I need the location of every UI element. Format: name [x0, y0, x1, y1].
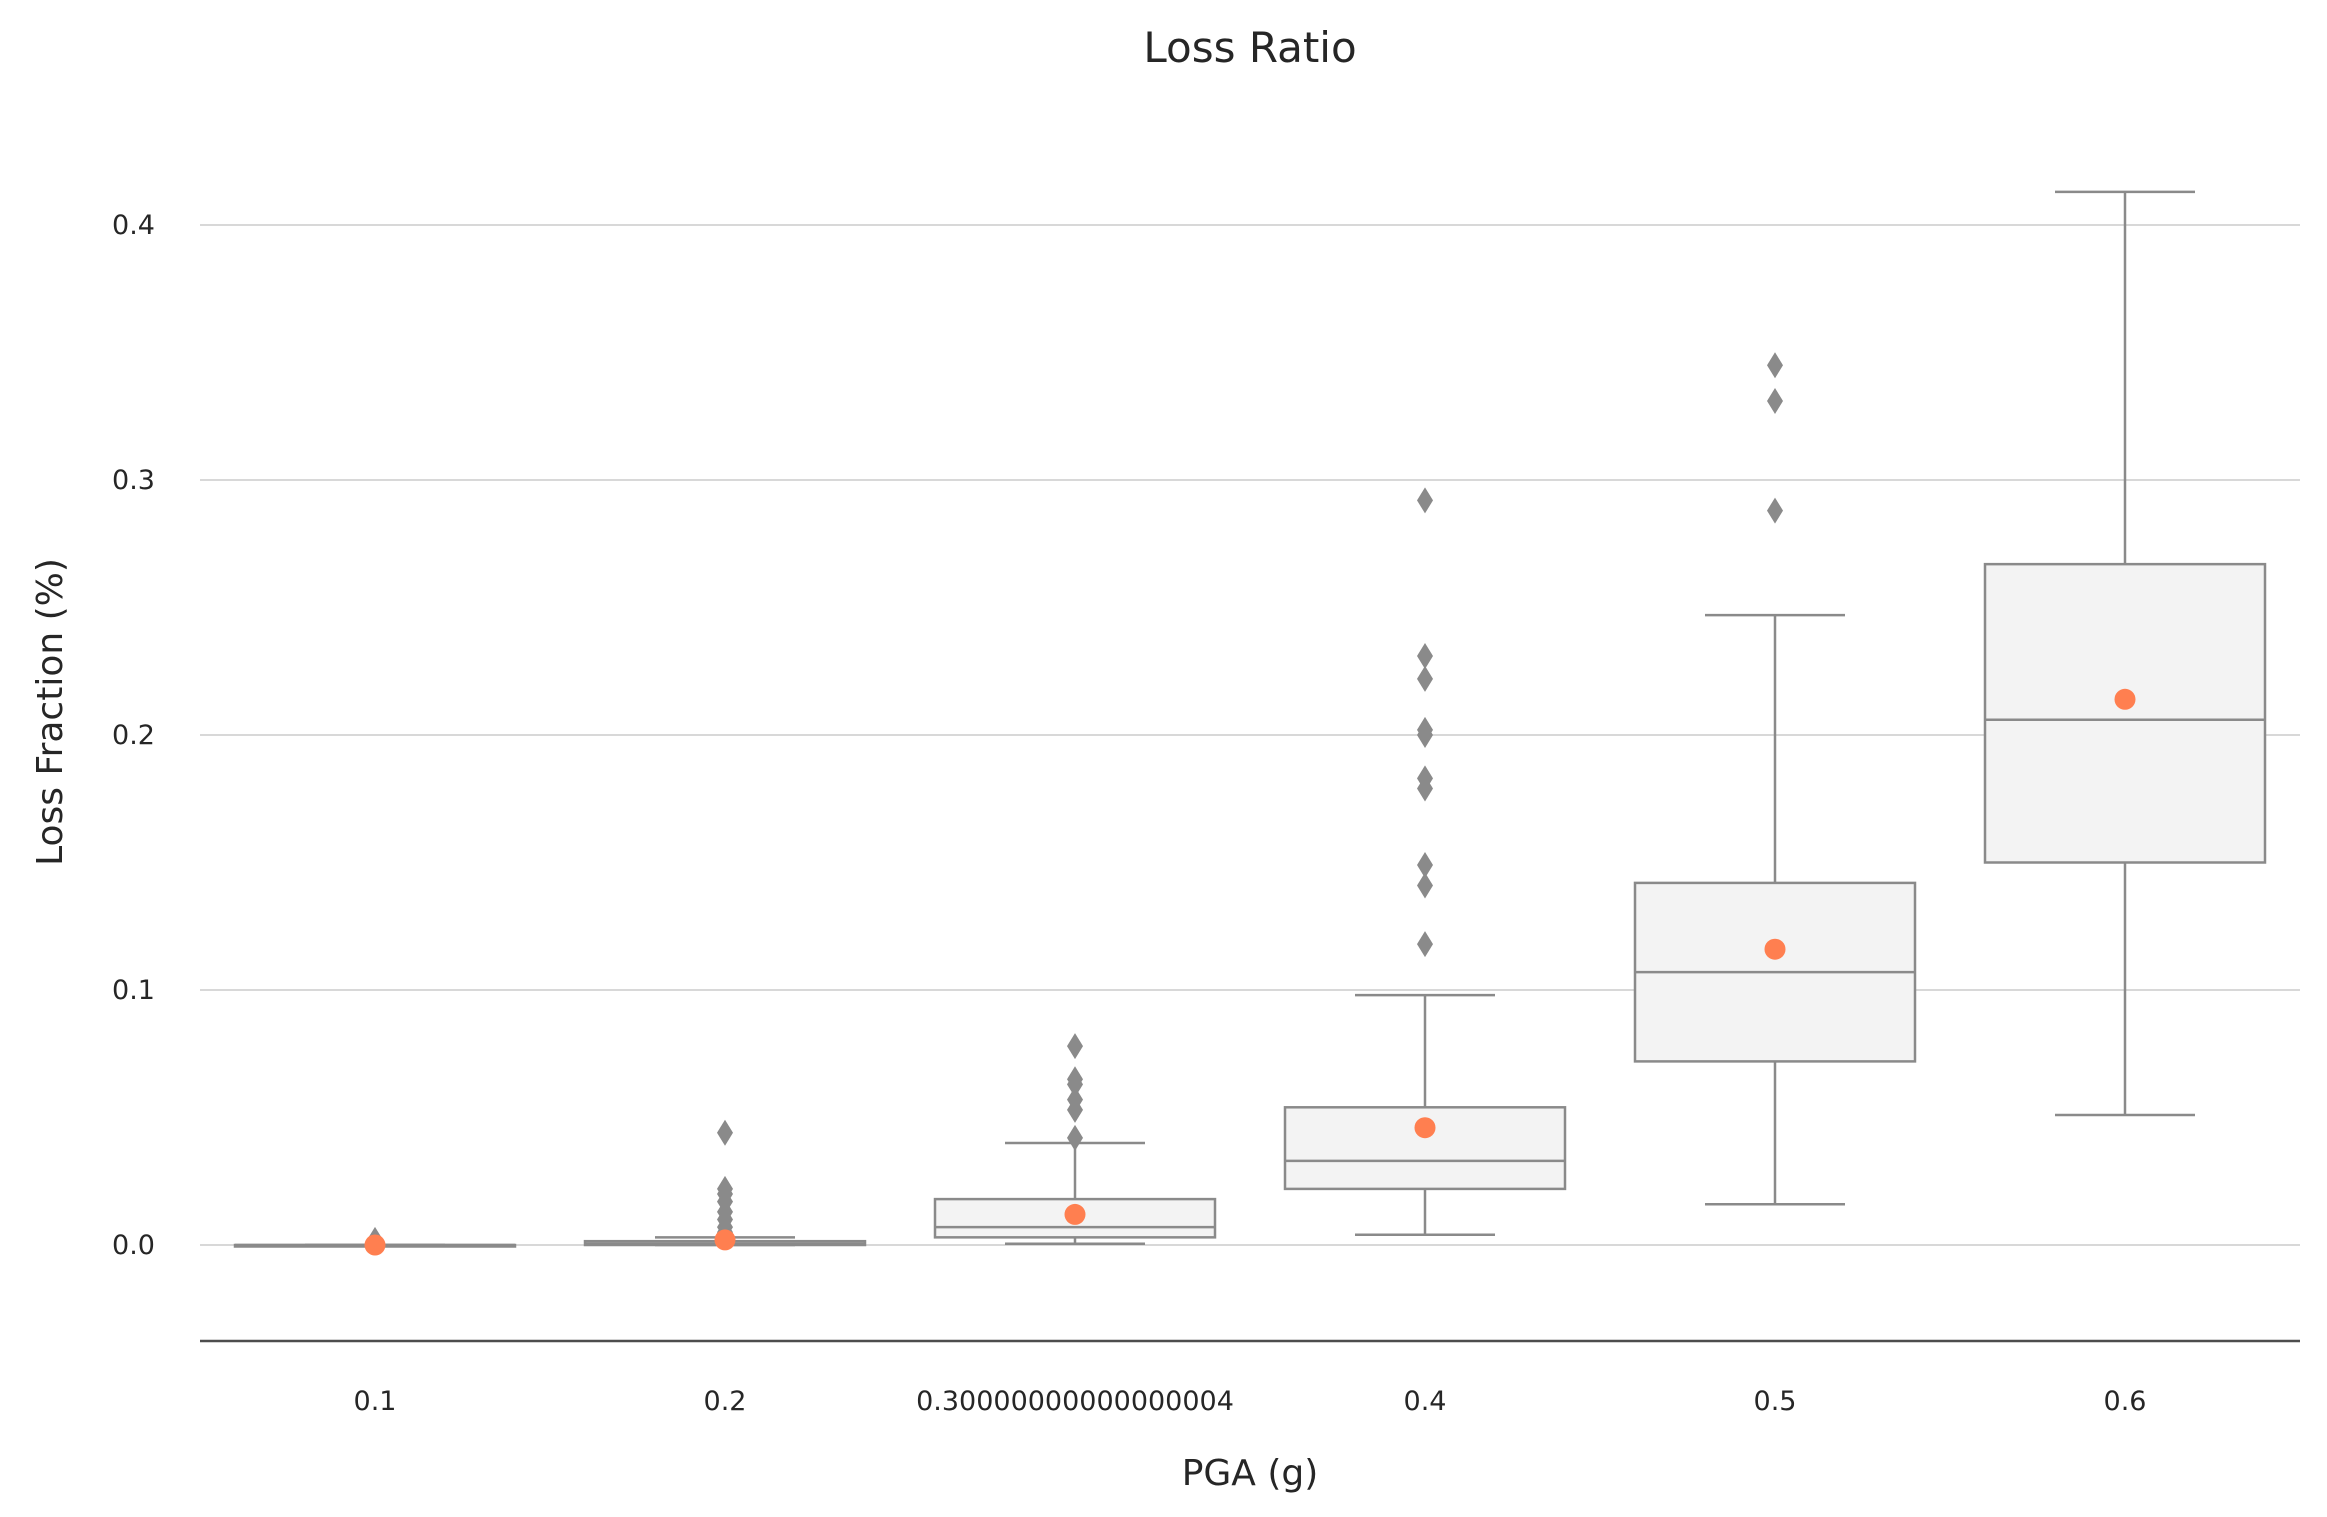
outlier-marker	[1417, 852, 1433, 879]
boxes	[233, 190, 2267, 1256]
mean-marker	[1764, 938, 1786, 960]
box-group	[1633, 352, 1917, 1206]
outlier-marker	[1417, 931, 1433, 958]
outlier-marker	[1067, 1124, 1083, 1151]
outlier-marker	[717, 1119, 733, 1146]
outlier-marker	[1767, 352, 1783, 379]
outlier-marker	[1417, 665, 1433, 692]
outlier-marker	[1767, 497, 1783, 524]
x-axis-label: PGA (g)	[1182, 1453, 1319, 1494]
outlier-marker	[1767, 387, 1783, 414]
box-group	[1983, 190, 2267, 1117]
outlier-marker	[1067, 1086, 1083, 1113]
x-tick-label: 0.30000000000000004	[916, 1386, 1234, 1417]
mean-marker	[364, 1234, 386, 1256]
y-axis-label: Loss Fraction (%)	[30, 558, 71, 866]
outlier-marker	[1417, 716, 1433, 743]
y-tick-label: 0.3	[112, 465, 155, 496]
y-tick-label: 0.2	[112, 720, 155, 751]
mean-marker	[714, 1229, 736, 1251]
outlier-marker	[717, 1175, 733, 1202]
y-gridlines	[200, 224, 2300, 1246]
x-tick-labels: 0.1 0.2 0.30000000000000004 0.4 0.5 0.6	[354, 1386, 2147, 1417]
mean-marker	[2114, 688, 2136, 710]
y-tick-label: 0.4	[112, 210, 155, 241]
box-group	[583, 1119, 867, 1251]
y-tick-labels: 0.0 0.1 0.2 0.3 0.4	[112, 210, 155, 1261]
mean-marker	[1064, 1203, 1086, 1225]
x-tick-label: 0.4	[1404, 1386, 1447, 1417]
x-tick-label: 0.2	[704, 1386, 747, 1417]
outlier-marker	[1417, 642, 1433, 669]
mean-marker	[1414, 1117, 1436, 1139]
outlier-marker	[1417, 765, 1433, 792]
box-group	[1283, 487, 1567, 1237]
outlier-marker	[1067, 1066, 1083, 1093]
outlier-marker	[1417, 872, 1433, 899]
chart-title: Loss Ratio	[1143, 23, 1356, 72]
y-tick-label: 0.0	[112, 1230, 155, 1261]
iqr-box	[1983, 562, 2267, 864]
x-tick-label: 0.1	[354, 1386, 397, 1417]
box-group	[933, 1033, 1217, 1245]
outlier-marker	[1067, 1033, 1083, 1060]
outlier-marker	[1417, 487, 1433, 514]
x-tick-label: 0.6	[2104, 1386, 2147, 1417]
x-tick-label: 0.5	[1754, 1386, 1797, 1417]
box-group	[233, 1226, 517, 1256]
y-tick-label: 0.1	[112, 975, 155, 1006]
